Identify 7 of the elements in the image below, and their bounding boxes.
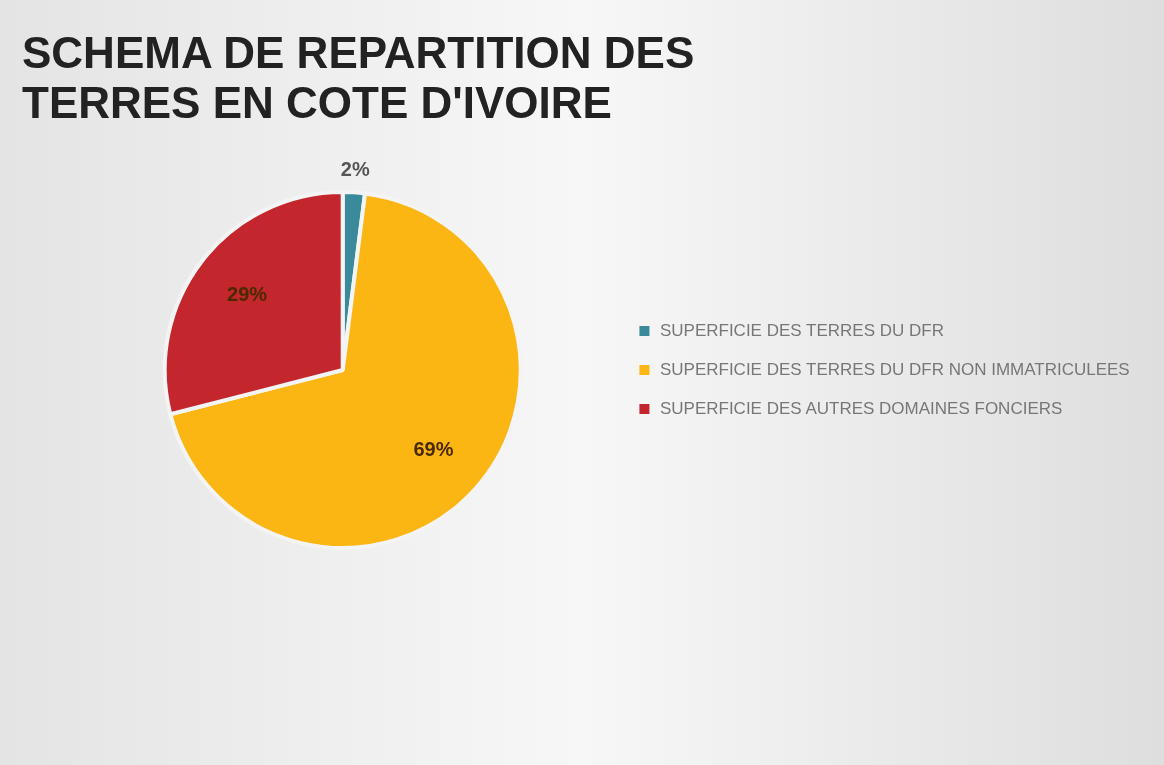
- legend-label: SUPERFICIE DES AUTRES DOMAINES FONCIERS: [659, 398, 1063, 418]
- data-label: 29%: [227, 283, 268, 306]
- legend-label: SUPERFICIE DES TERRES DU DFR: [659, 320, 944, 340]
- chart-title: SCHEMA DE REPARTITION DES TERRES EN COTE D'IVOIRE: [22, 28, 696, 128]
- legend-label: SUPERFICIE DES TERRES DU DFR NON IMMATRICULEES: [659, 359, 1130, 379]
- data-label: 2%: [340, 157, 370, 180]
- data-label: 69%: [413, 437, 454, 460]
